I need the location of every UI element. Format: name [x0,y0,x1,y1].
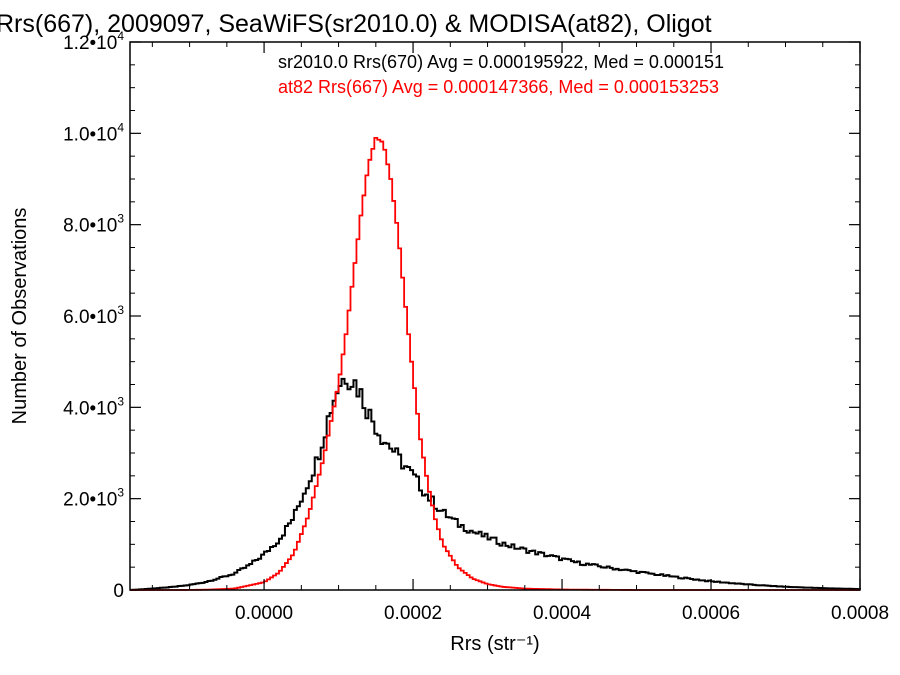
legend-entry: sr2010.0 Rrs(670) Avg = 0.000195922, Med… [278,52,724,72]
x-tick-label: 0.0004 [533,603,592,624]
modisa-histogram-line [130,137,860,591]
plot-frame [129,41,861,591]
y-tick-label: 6.0•103 [63,303,124,328]
x-tick-label: 0.0008 [831,603,889,624]
y-tick-label: 8.0•103 [63,212,124,237]
x-tick-label: 0.0002 [384,603,442,624]
legend: sr2010.0 Rrs(670) Avg = 0.000195922, Med… [278,52,724,97]
y-tick-label: 2.0•103 [63,486,124,511]
y-tick-label: 1.0•104 [63,120,124,145]
legend-entry: at82 Rrs(667) Avg = 0.000147366, Med = 0… [278,77,719,97]
y-tick-label: 1.2•104 [63,29,124,54]
y-tick-label: 0 [113,581,124,602]
x-axis: 0.0000 0.0002 0.0004 0.0006 0.0008 [151,42,889,624]
x-axis-label: Rrs (str⁻¹) [450,633,539,655]
x-tick-label: 0.0000 [235,603,293,624]
y-axis: 0 2.0•103 4.0•103 6.0•103 8.0•103 1.0•104 1.2•… [63,29,860,602]
y-axis-label: Number of Observations [9,208,31,425]
chart-title: Rrs(667), 2009097, SeaWiFS(sr2010.0) & M… [0,10,712,38]
seawifs-histogram-line [130,377,861,591]
y-tick-label: 4.0•103 [63,394,124,419]
x-tick-label: 0.0006 [682,603,740,624]
series-layer [130,137,861,591]
